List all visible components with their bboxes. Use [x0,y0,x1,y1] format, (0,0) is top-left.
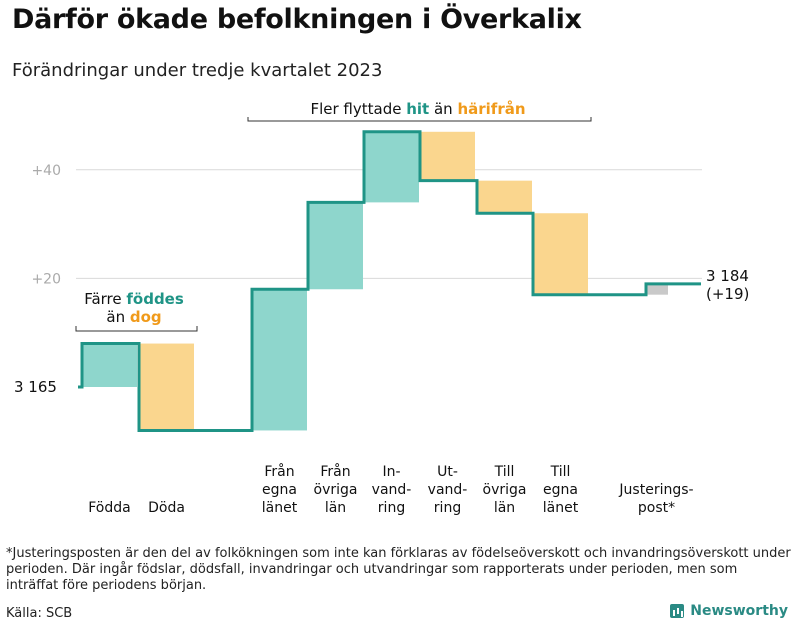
category-label: ring [434,500,461,516]
annotation-bracket [75,326,198,332]
bar [252,289,307,431]
category-label: egna [262,482,297,498]
category-label: län [325,500,346,516]
category-label: post* [638,500,675,516]
waterfall-chart: +20 +40 3 165 3 184(+19) Födda Döda Från egna lä… [14,100,749,516]
bar [420,131,475,181]
y-tick-label: +20 [31,271,61,287]
annotation-births-deaths-line2: än dog [106,308,161,326]
category-label: Födda [88,500,130,516]
y-tick-label: +40 [31,163,61,179]
chart-title: Därför ökade befolkningen i Överkalix [12,4,582,35]
newsworthy-icon [670,604,685,618]
end-value-label: 3 184 [706,267,749,285]
brand-name: Newsworthy [690,603,788,619]
category-label: vand- [428,482,468,498]
annotation-migration: Fler flyttade hit än härifrån [310,100,525,118]
footnote: *Justeringsposten är den del av folkökni… [6,546,791,593]
bar [139,343,194,431]
category-label: län [494,500,515,516]
cumulative-step-line [78,130,701,432]
category-label: Från [320,463,350,480]
category-label: Ut- [437,464,458,480]
category-label: Till [550,464,571,480]
bar [646,283,668,295]
category-label: egna [543,482,578,498]
category-label: övriga [483,482,527,498]
end-change-label: (+19) [706,285,749,303]
annotation-births-deaths-line1: Färre föddes [84,290,184,308]
brand-logo: Newsworthy [670,603,788,619]
category-label: Till [494,464,515,480]
category-label: Justerings- [618,482,693,498]
category-label: ring [378,500,405,516]
category-label: länet [262,500,298,516]
category-label: länet [543,500,579,516]
bar [477,180,532,214]
annotation-bracket [247,117,592,122]
bar [364,131,419,203]
category-label: In- [382,464,400,480]
bar [308,202,363,290]
category-label: Döda [148,500,185,516]
bar [533,213,588,295]
category-label: övriga [314,482,358,498]
bar [82,343,137,387]
start-value-label: 3 165 [14,378,57,396]
source-label: Källa: SCB [6,606,73,621]
chart-subtitle: Förändringar under tredje kvartalet 2023 [12,60,383,81]
category-label: vand- [372,482,412,498]
category-label: Från [264,463,294,480]
